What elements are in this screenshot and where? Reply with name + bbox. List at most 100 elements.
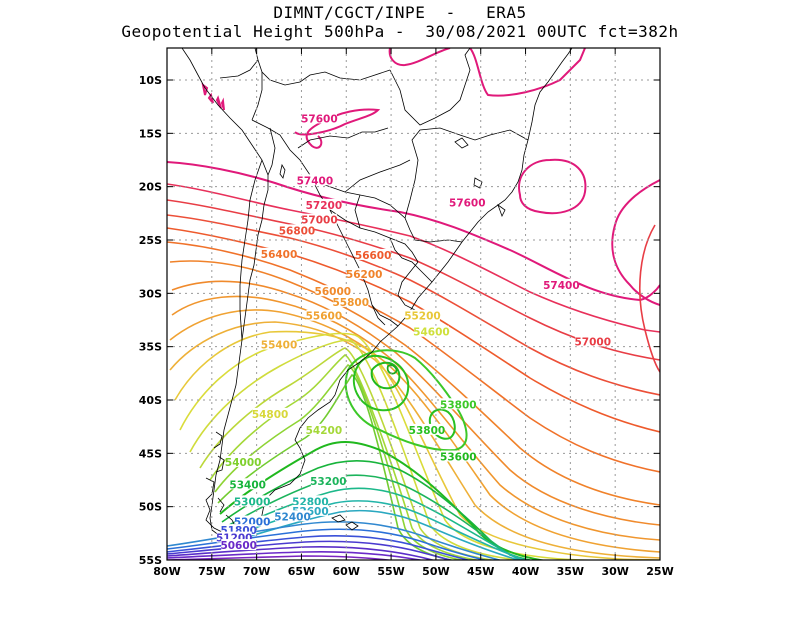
contour-52600 (229, 509, 522, 560)
contour-53800-inner (352, 354, 410, 412)
lat-tick-label: 30S (139, 287, 162, 300)
map-frame (166, 47, 661, 561)
lon-tick-label: 65W (288, 565, 315, 578)
contour-56600 (167, 227, 660, 433)
contour-51600 (167, 546, 436, 560)
graticule (167, 48, 660, 560)
contour-label: 56600 (355, 250, 392, 262)
contour-label: 54200 (306, 425, 343, 437)
contour-label-bg (409, 423, 445, 435)
lon-tick-label: 25W (646, 565, 673, 578)
contour-label-bg (346, 268, 382, 280)
lat-tick-label: 50S (139, 501, 162, 514)
contour-label: 55800 (332, 297, 369, 309)
contour-labels: 5760057600574005740057200570005700056800… (216, 112, 611, 552)
contour-56000 (171, 280, 660, 526)
contour-label-bg (292, 495, 328, 507)
contour-label: 57400 (543, 280, 580, 292)
contour-label: 57000 (301, 215, 338, 227)
contour-51400 (167, 551, 423, 560)
contour-label-bg (292, 504, 328, 516)
map-title-line2: Geopotential Height 500hPa - 30/08/2021 … (121, 22, 679, 41)
lat-tick-label: 35S (139, 341, 162, 354)
contour-label: 56800 (279, 225, 316, 237)
contour-label-bg (413, 325, 449, 337)
contour-label: 53800 (440, 399, 477, 411)
contour-label-bg (306, 198, 342, 210)
lat-tick-label: 10S (139, 74, 162, 87)
contour-label: 56000 (315, 286, 352, 298)
lon-tick-label: 50W (422, 565, 449, 578)
contour-label: 55200 (404, 311, 441, 323)
contour-label-bg (315, 285, 351, 297)
contour-label-bg (216, 531, 252, 543)
contour-label-bg (306, 309, 342, 321)
lon-tick-label: 40W (512, 565, 539, 578)
contour-57200 (167, 183, 660, 333)
contour-label-bg (279, 224, 315, 236)
contour-label-bg (221, 539, 257, 551)
contour-label: 57600 (449, 198, 486, 210)
contour-label: 57400 (297, 175, 334, 187)
contour-57000 (167, 199, 660, 361)
contour-label: 54800 (252, 409, 289, 421)
lon-tick-label: 60W (333, 565, 360, 578)
contour-54000 (217, 373, 456, 560)
lat-tick-label: 55S (139, 554, 162, 567)
contour-54400 (209, 354, 482, 560)
contour-label-bg (252, 407, 288, 419)
contour-label: 54000 (225, 457, 262, 469)
contour-57600-high (518, 158, 587, 215)
contour-label: 55600 (306, 311, 343, 323)
contour-label: 52400 (274, 511, 311, 523)
contour-label: 57200 (306, 200, 343, 212)
contour-label-bg (230, 478, 266, 490)
contour-label: 55400 (261, 340, 298, 352)
contour-57400-east (611, 179, 660, 306)
contour-label: 50600 (220, 540, 257, 552)
contour-label: 57000 (575, 336, 612, 348)
lat-tick-label: 40S (139, 394, 162, 407)
contour-label: 53000 (234, 496, 271, 508)
contour-label-bg (310, 475, 346, 487)
contour-51200 (167, 555, 395, 560)
contour-label: 54600 (413, 327, 450, 339)
lon-tick-label: 30W (601, 565, 628, 578)
contour-label-bg (404, 309, 440, 321)
contour-label-bg (449, 196, 485, 208)
contour-label-bg (261, 247, 297, 259)
lat-tick-label: 25S (139, 234, 162, 247)
contour-57600-north (388, 48, 586, 97)
lon-tick-label: 35W (557, 565, 584, 578)
contour-56800 (167, 214, 660, 396)
contour-label: 56400 (261, 249, 298, 261)
contour-label: 53800 (409, 425, 446, 437)
coastlines (181, 48, 573, 539)
contour-label: 53600 (440, 452, 477, 464)
contour-label-bg (543, 278, 579, 290)
contour-label: 56200 (346, 269, 383, 281)
contour-53800-outer (344, 349, 468, 452)
contour-label-bg (440, 398, 476, 410)
contour-label-bg (301, 213, 337, 225)
contour-53400 (221, 459, 534, 560)
contour-label: 53200 (310, 476, 347, 488)
contour-55200 (174, 330, 660, 560)
contour-57600-west (294, 108, 381, 149)
contour-label-bg (221, 524, 257, 536)
contour-label-bg (234, 515, 270, 527)
contour-53200 (223, 474, 533, 560)
map-title-line1: DIMNT/CGCT/INPE - ERA5 (273, 3, 527, 22)
contour-label-bg (225, 455, 261, 467)
contour-label: 57600 (301, 113, 338, 125)
contour-label-bg (297, 174, 333, 186)
lat-tick-label: 45S (139, 447, 162, 460)
lat-tick-label: 15S (139, 127, 162, 140)
contour-center-core (386, 364, 398, 375)
lon-tick-label: 55W (377, 565, 404, 578)
contour-label-bg (355, 248, 391, 260)
lon-tick-label: 75W (198, 565, 225, 578)
contour-label-bg (306, 423, 342, 435)
